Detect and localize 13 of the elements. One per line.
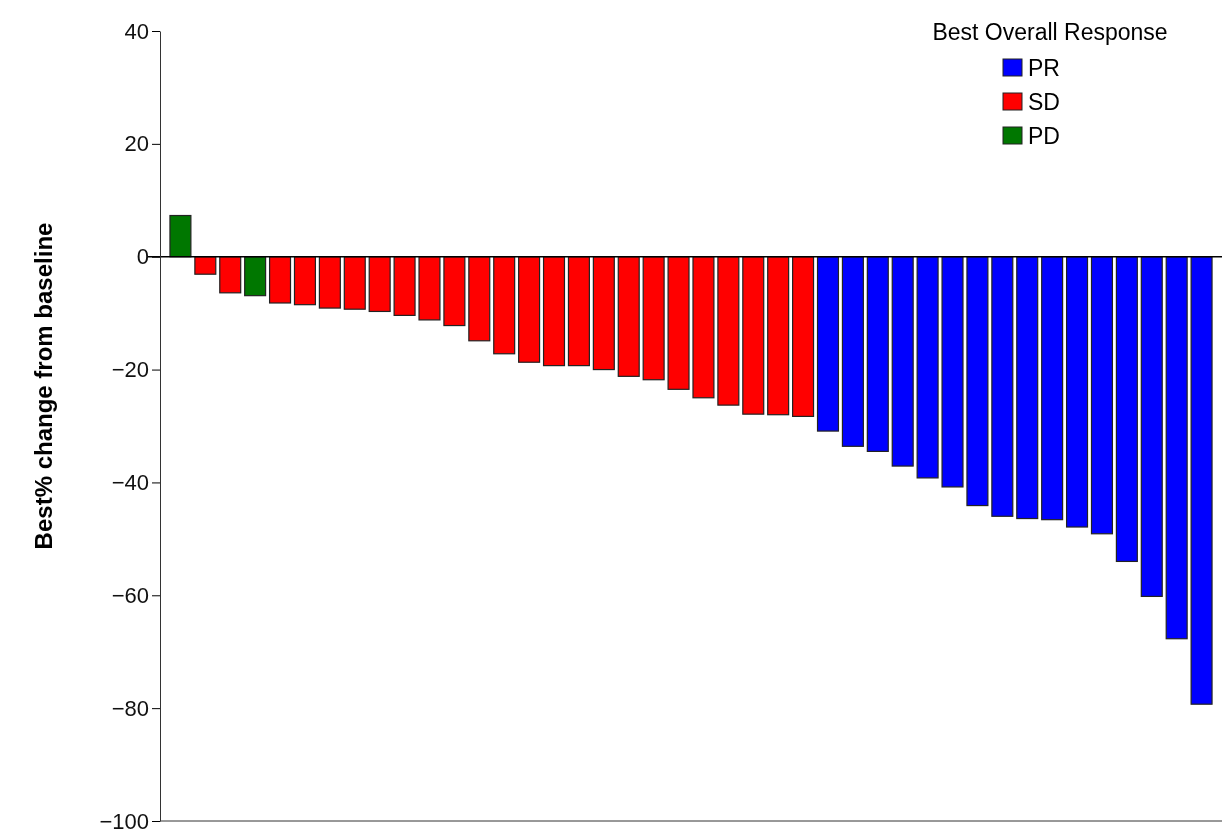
y-axis-title: Best% change from baseline	[30, 222, 57, 550]
y-tick-label: −40	[111, 469, 149, 495]
y-tick-label: −80	[111, 695, 149, 721]
y-tick-label: −60	[111, 582, 149, 608]
y-tick-label: 0	[136, 244, 149, 270]
y-tick-label: 20	[124, 131, 149, 157]
y-tick-label: −20	[111, 357, 149, 383]
y-tick-label: 40	[124, 18, 149, 44]
legend-title: Best Overall Response	[932, 19, 1168, 45]
legend-label: PD	[1028, 123, 1060, 149]
legend-label: PR	[1028, 55, 1060, 81]
y-tick-label: −100	[99, 808, 149, 834]
legend-label: SD	[1028, 89, 1060, 115]
